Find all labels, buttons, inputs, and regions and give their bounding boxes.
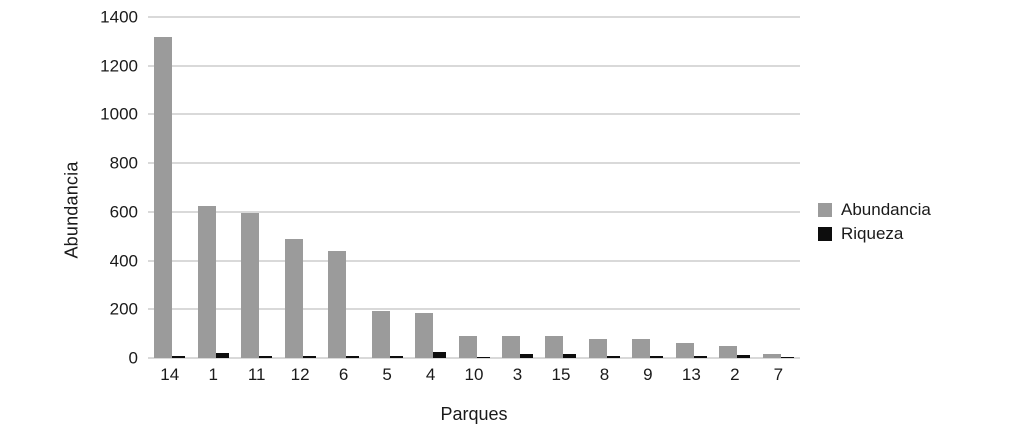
bar-riqueza-parque-4 (433, 352, 447, 358)
bar-group-parque-10 (452, 17, 495, 358)
bar-group-parque-6 (322, 17, 365, 358)
bar-abundancia-parque-10 (458, 335, 477, 358)
gridline-400 (148, 259, 800, 262)
x-tick-label-9: 9 (643, 365, 653, 384)
y-tick-label-0: 0 (128, 348, 138, 368)
y-axis-ticks: 0 200 400 600 800 1000 1200 1400 (0, 9, 138, 367)
bar-group-parque-7 (757, 17, 800, 358)
bar-riqueza-parque-14 (172, 355, 186, 358)
gridline-600 (148, 210, 800, 213)
plot-area (148, 16, 800, 359)
bar-abundancia-parque-14 (154, 36, 173, 358)
bar-riqueza-parque-13 (693, 356, 707, 358)
bar-group-parque-3 (496, 17, 539, 358)
y-tick-label-200: 200 (109, 299, 138, 319)
bar-riqueza-parque-9 (650, 355, 664, 358)
x-tick-label-15: 15 (551, 365, 571, 384)
gridline-1400 (148, 16, 800, 18)
y-tick-label-1400: 1400 (100, 7, 138, 27)
bar-group-parque-5 (365, 17, 408, 358)
gridline-800 (148, 162, 800, 165)
y-tick-label-400: 400 (109, 251, 138, 271)
bar-group-parque-9 (626, 17, 669, 358)
bar-riqueza-parque-3 (519, 354, 533, 358)
legend-item-riqueza: Riqueza (818, 225, 931, 242)
x-tick-label-11: 11 (247, 365, 266, 384)
gridline-1200 (148, 64, 800, 67)
legend-swatch-abundancia (818, 202, 832, 217)
x-tick-label-6: 6 (338, 365, 349, 384)
bar-abundancia-parque-5 (371, 310, 390, 358)
bar-group-parque-4 (409, 17, 452, 358)
legend-label-abundancia: Abundancia (841, 200, 931, 219)
bar-abundancia-parque-15 (545, 336, 564, 358)
gridline-0 (148, 357, 800, 359)
y-tick-label-600: 600 (109, 202, 138, 222)
bar-group-parque-2 (713, 17, 756, 358)
x-tick-label-13: 13 (681, 365, 701, 384)
bar-group-parque-13 (670, 17, 713, 358)
bar-groups (148, 17, 800, 358)
x-tick-label-4: 4 (425, 365, 436, 384)
x-tick-label-5: 5 (382, 365, 392, 384)
legend-item-abundancia: Abundancia (818, 201, 931, 218)
x-tick-label-8: 8 (599, 365, 610, 384)
bar-riqueza-parque-8 (606, 355, 620, 358)
bar-abundancia-parque-13 (675, 343, 694, 358)
bar-group-parque-15 (539, 17, 582, 358)
gridline-1000 (148, 113, 800, 116)
bar-riqueza-parque-6 (346, 355, 360, 358)
bar-riqueza-parque-2 (737, 354, 751, 358)
x-axis-labels: 14 1 11 12 6 5 4 10 3 15 8 9 13 2 7 (148, 365, 800, 385)
legend-label-riqueza: Riqueza (841, 224, 904, 243)
legend-swatch-riqueza (818, 226, 832, 241)
bar-abundancia-parque-4 (415, 312, 434, 358)
bar-abundancia-parque-3 (501, 336, 520, 358)
x-axis-title: Parques (440, 404, 508, 424)
bar-riqueza-parque-11 (259, 355, 273, 358)
bar-group-parque-12 (278, 17, 321, 358)
bar-abundancia-parque-7 (762, 354, 781, 358)
x-tick-label-1: 1 (208, 365, 218, 384)
bar-riqueza-parque-15 (563, 354, 577, 358)
bar-group-parque-11 (235, 17, 278, 358)
bar-riqueza-parque-10 (476, 356, 490, 358)
bar-abundancia-parque-11 (241, 213, 260, 358)
bar-group-parque-8 (583, 17, 626, 358)
legend: Abundancia Riqueza (818, 201, 931, 242)
bar-riqueza-parque-5 (389, 356, 403, 358)
bar-group-parque-14 (148, 17, 191, 358)
bar-abundancia-parque-12 (284, 238, 303, 358)
bar-abundancia-parque-8 (588, 338, 607, 358)
bar-group-parque-1 (191, 17, 234, 358)
bar-abundancia-parque-6 (328, 250, 347, 358)
gridline-200 (148, 308, 800, 311)
bar-abundancia-parque-9 (632, 338, 651, 358)
x-tick-label-3: 3 (512, 365, 523, 384)
bar-abundancia-parque-2 (719, 346, 738, 358)
y-tick-label-1000: 1000 (100, 104, 138, 124)
y-tick-label-800: 800 (109, 153, 138, 173)
bar-abundancia-parque-1 (197, 205, 216, 358)
y-tick-label-1200: 1200 (100, 56, 138, 76)
x-tick-label-12: 12 (290, 365, 310, 384)
bar-riqueza-parque-1 (215, 352, 229, 358)
x-tick-label-2: 2 (730, 365, 740, 384)
x-tick-label-7: 7 (773, 365, 784, 384)
x-tick-label-14: 14 (160, 365, 180, 384)
x-tick-label-10: 10 (464, 365, 484, 384)
bar-riqueza-parque-7 (780, 357, 794, 358)
bar-riqueza-parque-12 (302, 356, 316, 358)
